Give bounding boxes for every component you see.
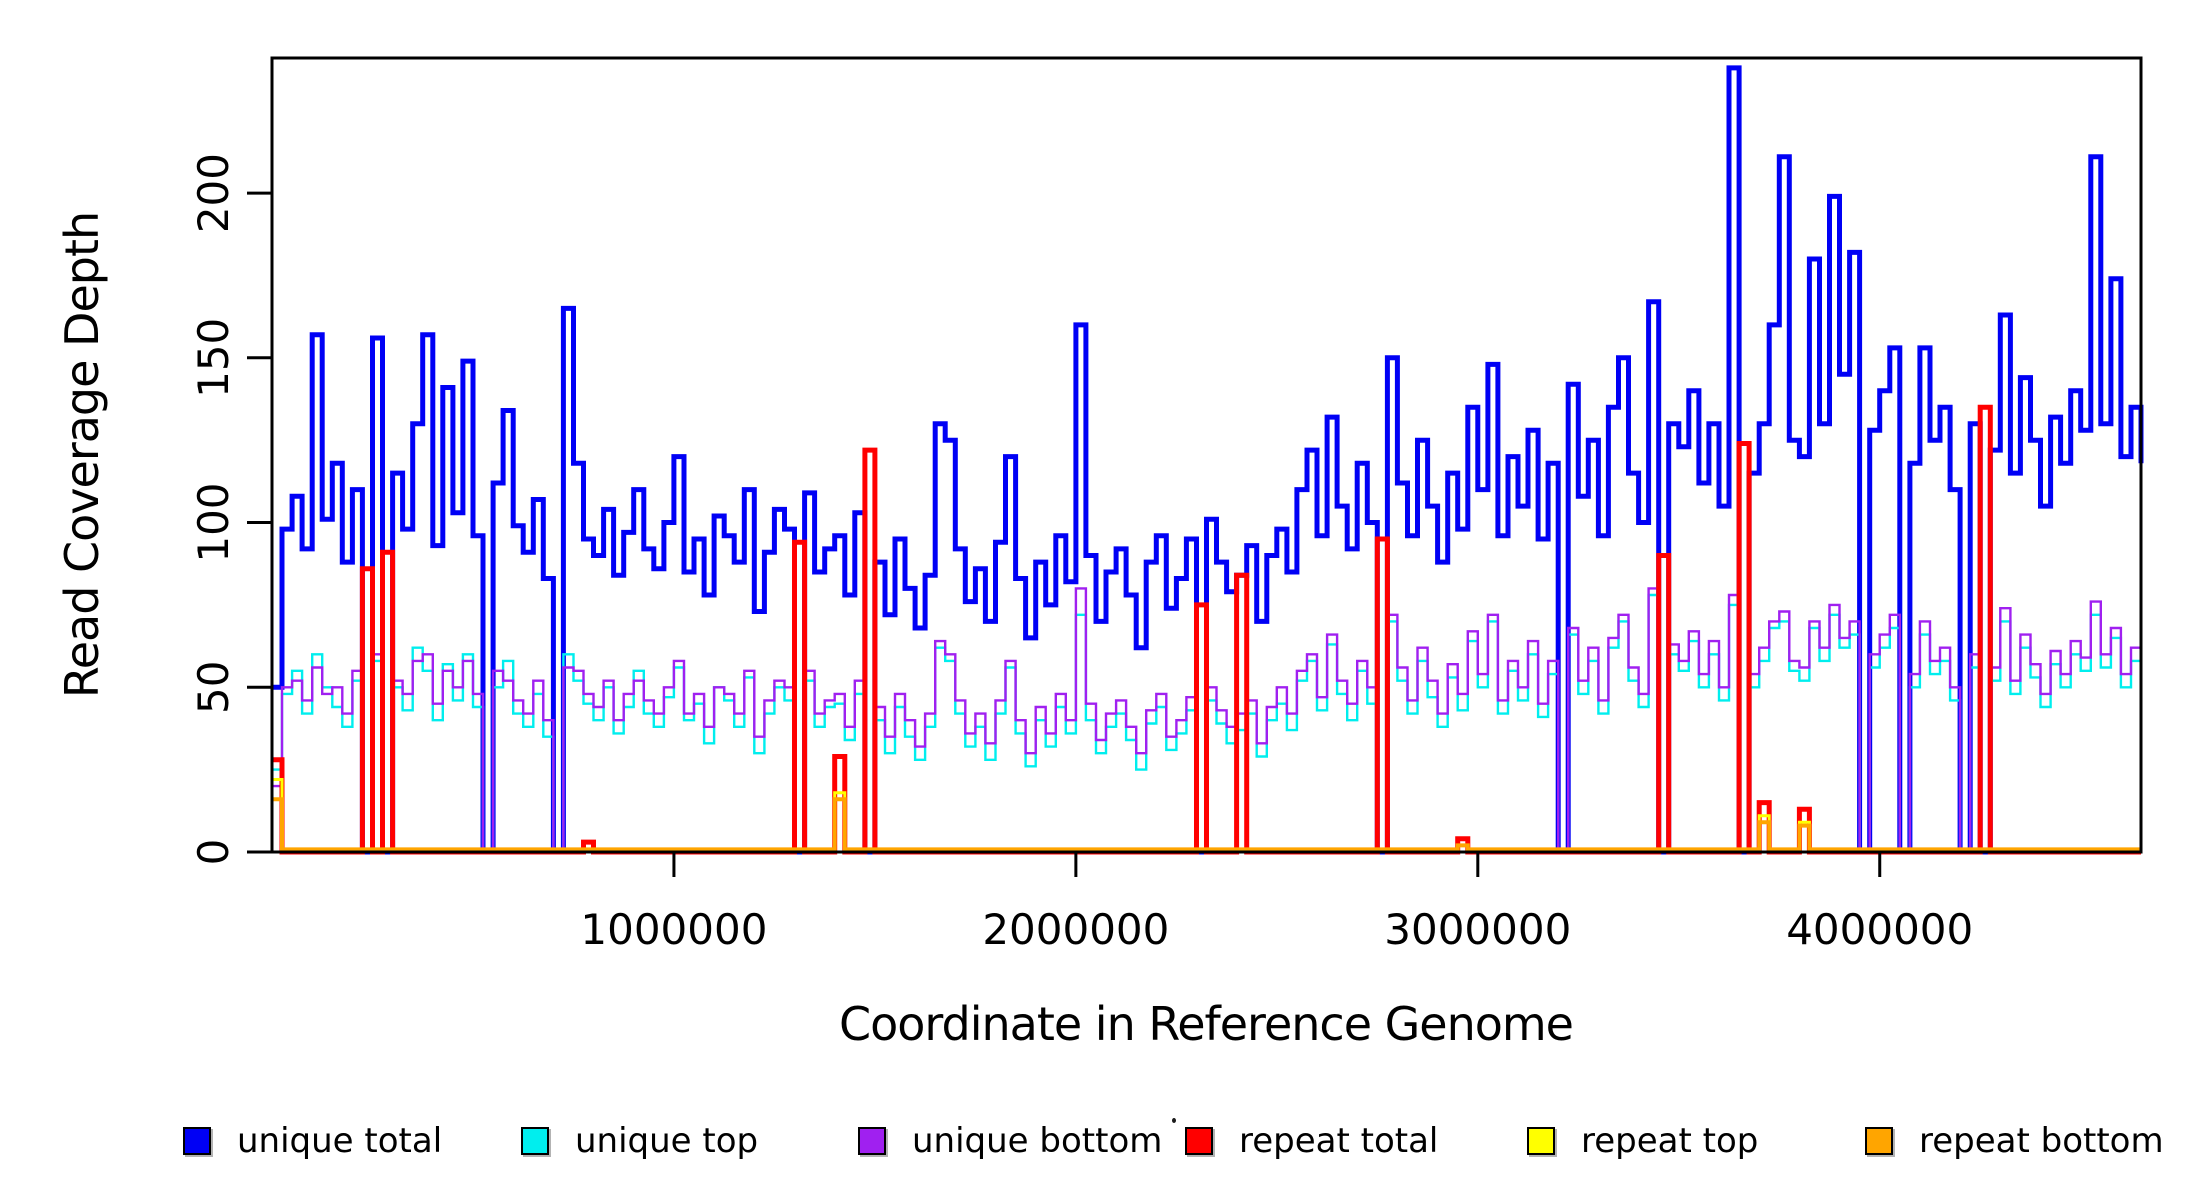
y-tick-label: 150 [189,318,238,398]
y-axis-title: Read Coverage Depth [55,211,109,699]
x-tick-label: 2000000 [982,905,1169,954]
x-tick-label: 1000000 [580,905,767,954]
series-unique-total-line [272,65,2144,855]
x-tick-label: 3000000 [1384,905,1571,954]
y-tick-label: 50 [189,661,238,714]
y-tick-label: 0 [189,839,238,866]
x-axis-title: Coordinate in Reference Genome [839,997,1574,1051]
x-tick-label: 4000000 [1786,905,1973,954]
series-repeat-bottom-line [272,797,2141,852]
y-tick-label: 100 [189,482,238,562]
y-tick-label: 200 [189,153,238,233]
plot-border [270,56,2143,854]
